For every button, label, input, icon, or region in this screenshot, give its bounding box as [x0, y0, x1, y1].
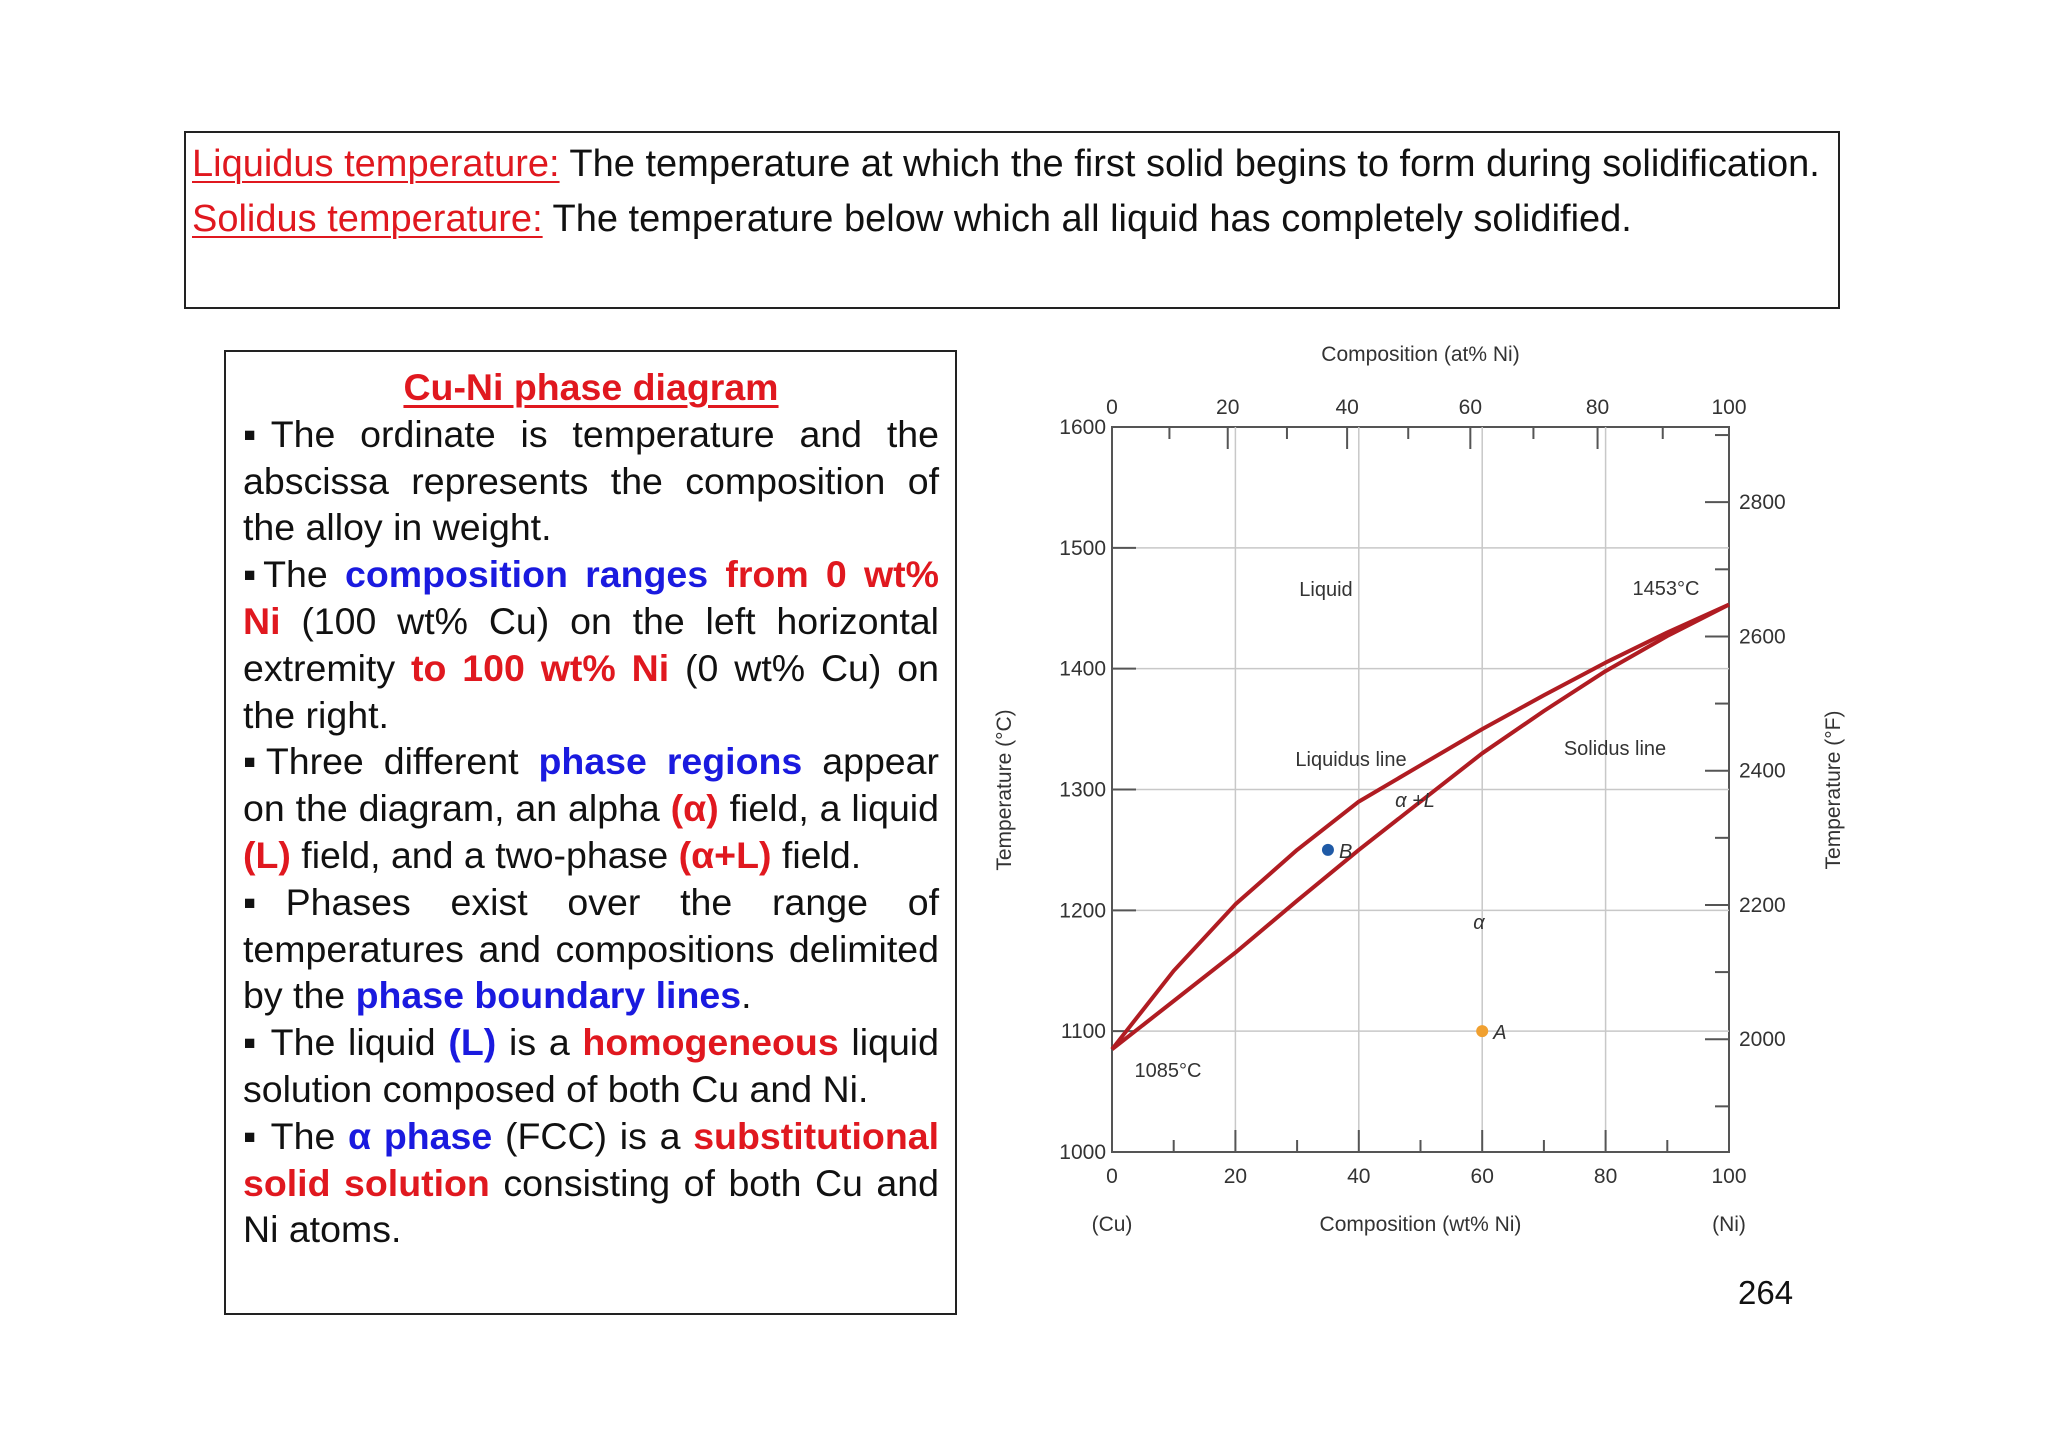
b3-i: field. — [771, 833, 862, 876]
top-tick-label: 100 — [1711, 396, 1746, 419]
region-alpha: α — [1473, 912, 1485, 934]
explanation-box: Cu-Ni phase diagram ▪The ordinate is tem… — [224, 350, 957, 1315]
y-tick-label-right: 2400 — [1739, 760, 1786, 783]
top-tick-label: 40 — [1335, 396, 1358, 419]
x-tick-label: 60 — [1471, 1165, 1494, 1188]
y-tick-label-left: 1400 — [1059, 658, 1106, 681]
bullet-phase-regions: ▪Three different phase regions appear on… — [243, 738, 939, 878]
b5-c: is a — [496, 1021, 583, 1064]
chart-curves — [1110, 602, 1730, 1051]
panel-title: Cu-Ni phase diagram — [403, 366, 779, 408]
bullet-alpha: ▪ The α phase (FCC) is a substitutional … — [243, 1113, 939, 1253]
b2-d: from 0 wt% Ni — [243, 553, 939, 642]
top-tick-label: 60 — [1459, 396, 1482, 419]
solidus-text: The temperature below which all liquid h… — [542, 198, 1632, 240]
b3-e: field, a liquid — [718, 787, 939, 830]
point-a — [1476, 1025, 1489, 1038]
top-axis-title: Composition (at% Ni) — [1321, 343, 1519, 366]
solidus-line-label: Solidus line — [1564, 738, 1666, 760]
y-tick-label-left: 1000 — [1059, 1141, 1106, 1164]
y-tick-label-left: 1300 — [1059, 779, 1106, 802]
point-b — [1321, 843, 1334, 856]
x-end-label-cu: (Cu) — [1092, 1213, 1133, 1236]
y-tick-label-left: 1200 — [1059, 899, 1106, 922]
liquidus-text: The temperature at which the first solid… — [559, 143, 1820, 185]
b5-e: liquid solution composed of both Cu and … — [243, 1021, 939, 1110]
y-axis-title-right: Temperature (°F) — [1822, 711, 1845, 870]
liquidus-line-label: Liquidus line — [1295, 749, 1406, 771]
b2-e: (100 wt% Cu) on the left horizontal extr… — [243, 599, 939, 689]
liquidus-term: Liquidus temperature: — [192, 143, 560, 185]
top-tick-label: 80 — [1586, 396, 1609, 419]
definitions-box: Liquidus temperature: The temperature at… — [184, 131, 1840, 309]
b6-b: α phase — [348, 1114, 493, 1157]
top-tick-label: 20 — [1216, 396, 1239, 419]
y-tick-label-right: 2000 — [1739, 1028, 1786, 1051]
b3-g: field, and a two-phase — [290, 833, 679, 876]
b4-a: ▪Phases exist over the range of temperat… — [243, 880, 939, 1017]
y-tick-label-right: 2800 — [1739, 491, 1786, 514]
b3-f: (L) — [243, 833, 291, 876]
b6-d: substitutional solid solution — [243, 1114, 940, 1204]
b3-d: (α) — [670, 787, 719, 830]
point-label-b: B — [1339, 841, 1352, 863]
page-number: 264 — [1738, 1274, 1794, 1311]
bullet-ordinate: ▪The ordinate is temperature and the abs… — [243, 412, 939, 549]
b4-c: . — [741, 974, 752, 1017]
b2-g: (0 wt% Cu) on the right. — [243, 646, 939, 736]
x-tick-label: 80 — [1594, 1165, 1617, 1188]
bullet-phases-exist: ▪Phases exist over the range of temperat… — [243, 879, 939, 1019]
b6-e: consisting of both Cu and Ni atoms. — [243, 1161, 939, 1251]
bullet-liquid: ▪ The liquid (L) is a homogeneous liquid… — [243, 1019, 939, 1113]
chart-labels: 0 20 40 60 80 1000 20 40 60 80 1001000110012001300… — [993, 343, 1845, 1236]
chart-grid — [1111, 426, 1730, 1153]
solidus-term: Solidus temperature: — [192, 198, 543, 240]
y-tick-label-left: 1100 — [1061, 1020, 1106, 1043]
annotation-1453: 1453°C — [1633, 578, 1700, 600]
x-tick-label: 40 — [1347, 1165, 1370, 1188]
b6-a: ▪ The — [243, 1114, 349, 1157]
y-tick-label-left: 1600 — [1059, 416, 1106, 439]
annotation-1085: 1085°C — [1135, 1060, 1202, 1082]
b3-c: appear on the diagram, an alpha — [243, 740, 939, 830]
b3-a: ▪Three different — [243, 740, 539, 783]
x-tick-label: 20 — [1224, 1165, 1247, 1188]
b2-b: composition ranges — [344, 553, 709, 596]
b3-h: (α+L) — [678, 833, 772, 876]
b2-a: ▪The — [243, 553, 345, 596]
x-axis-title: Composition (wt% Ni) — [1320, 1213, 1522, 1236]
phase-boundary-line — [1110, 602, 1730, 1051]
region-liquid: Liquid — [1299, 579, 1352, 601]
solidus-definition: Solidus temperature: The temperature bel… — [192, 196, 1832, 243]
x-tick-label: 0 — [1106, 1165, 1118, 1188]
y-tick-label-right: 2600 — [1739, 625, 1786, 648]
b5-d: homogeneous — [582, 1021, 839, 1064]
phase-boundary-line — [1110, 602, 1730, 1051]
x-tick-label: 100 — [1711, 1165, 1746, 1188]
point-label-a: A — [1492, 1022, 1506, 1044]
liquidus-definition: Liquidus temperature: The temperature at… — [192, 141, 1832, 188]
b6-c: (FCC) is a — [492, 1114, 694, 1157]
y-axis-title-left: Temperature (°C) — [993, 709, 1016, 870]
y-tick-label-left: 1500 — [1059, 537, 1106, 560]
b4-b: phase boundary lines — [355, 974, 742, 1017]
b5-a: ▪ The liquid — [243, 1021, 449, 1064]
b5-b: (L) — [448, 1021, 497, 1064]
bullet-composition: ▪The composition ranges from 0 wt% Ni (1… — [243, 551, 939, 738]
region-alpha-plus-liquid: α +L — [1395, 790, 1435, 812]
x-end-label-ni: (Ni) — [1712, 1213, 1746, 1236]
b3-b: phase regions — [538, 740, 803, 783]
b2-f: to 100 wt% Ni — [411, 646, 670, 689]
top-tick-label: 0 — [1106, 396, 1118, 419]
y-tick-label-right: 2200 — [1739, 894, 1786, 917]
